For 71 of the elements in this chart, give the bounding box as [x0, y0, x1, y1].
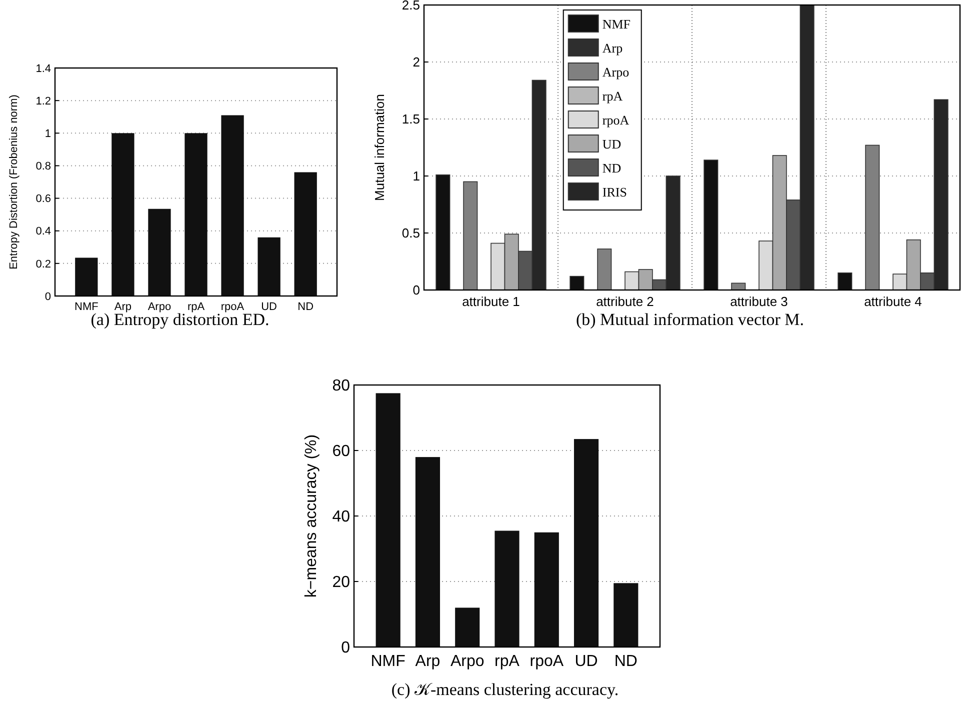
x-tick-label: ND — [298, 301, 314, 313]
bar — [415, 457, 440, 647]
bar — [597, 248, 612, 290]
bar — [148, 208, 171, 296]
bar — [112, 133, 134, 296]
legend-label: rpA — [602, 88, 624, 104]
y-tick-label: 0 — [412, 282, 420, 298]
bar — [436, 174, 450, 290]
bar — [704, 160, 718, 290]
x-tick-label: NMF — [370, 653, 406, 670]
x-tick-label: attribute 1 — [462, 294, 520, 309]
legend-label: IRIS — [602, 184, 627, 200]
bar — [258, 237, 280, 296]
y-tick-label: 0.5 — [402, 226, 420, 241]
bar — [494, 530, 520, 647]
bar — [221, 115, 244, 296]
y-tick-label: 0.4 — [36, 226, 51, 238]
bar — [376, 393, 400, 647]
y-tick-label: 1.4 — [36, 62, 51, 75]
bar — [75, 258, 98, 296]
y-axis-title: k−means accuracy (%) — [303, 434, 320, 598]
x-tick-label: attribute 4 — [864, 294, 922, 309]
x-tick-label: Arpo — [148, 301, 172, 313]
x-tick-label: ND — [614, 653, 638, 670]
bar — [294, 172, 317, 296]
y-tick-label: 1 — [412, 168, 420, 184]
legend-label: UD — [602, 136, 622, 152]
bar — [570, 276, 584, 290]
text: (b) Mutual information vector M. — [576, 310, 804, 329]
x-tick-label: rpoA — [530, 653, 564, 670]
bar — [614, 583, 638, 647]
text: (c) 𝒦-means clustering accuracy. — [391, 680, 619, 699]
x-tick-label: Arpo — [450, 653, 484, 670]
x-tick-label: UD — [261, 301, 278, 313]
x-tick-label: NMF — [74, 301, 99, 313]
y-tick-label: 0.2 — [36, 258, 51, 270]
bar — [534, 532, 559, 647]
y-tick-label: 2 — [412, 54, 420, 70]
x-tick-label: Arp — [114, 301, 132, 313]
y-tick-label: 20 — [332, 574, 350, 592]
y-tick-label: 40 — [332, 508, 350, 526]
y-tick-label: 0 — [341, 640, 350, 657]
y-tick-label: 80 — [332, 378, 350, 395]
x-tick-label: rpA — [187, 301, 206, 313]
legend-label: Arpo — [602, 64, 630, 80]
bar — [838, 272, 852, 290]
bar — [463, 181, 478, 290]
y-tick-label: 1 — [44, 128, 51, 140]
x-tick-label: rpoA — [220, 301, 245, 313]
y-tick-label: 1.2 — [36, 95, 51, 108]
y-tick-label: 1.5 — [402, 112, 420, 127]
legend-label: ND — [602, 160, 622, 176]
y-tick-label: 0.6 — [36, 193, 51, 206]
legend-label: Arp — [602, 40, 623, 56]
x-tick-label: UD — [574, 653, 598, 670]
x-tick-label: attribute 3 — [730, 294, 788, 309]
y-tick-label: 0 — [44, 290, 51, 303]
y-axis-title: Mutual information — [372, 94, 387, 201]
legend-label: rpoA — [602, 112, 630, 128]
y-tick-label: 60 — [332, 443, 350, 460]
bar — [574, 439, 599, 647]
x-tick-label: Arp — [415, 653, 440, 670]
y-tick-label: 0.8 — [36, 160, 51, 173]
bar — [865, 144, 880, 290]
bar — [184, 133, 208, 296]
x-tick-label: attribute 2 — [596, 294, 654, 309]
bar — [455, 608, 480, 647]
y-tick-label: 2.5 — [402, 0, 420, 13]
y-axis-title: Entropy Distortion (Frobenius norm) — [8, 94, 20, 270]
legend-label: NMF — [602, 16, 631, 32]
x-tick-label: rpA — [494, 653, 520, 670]
